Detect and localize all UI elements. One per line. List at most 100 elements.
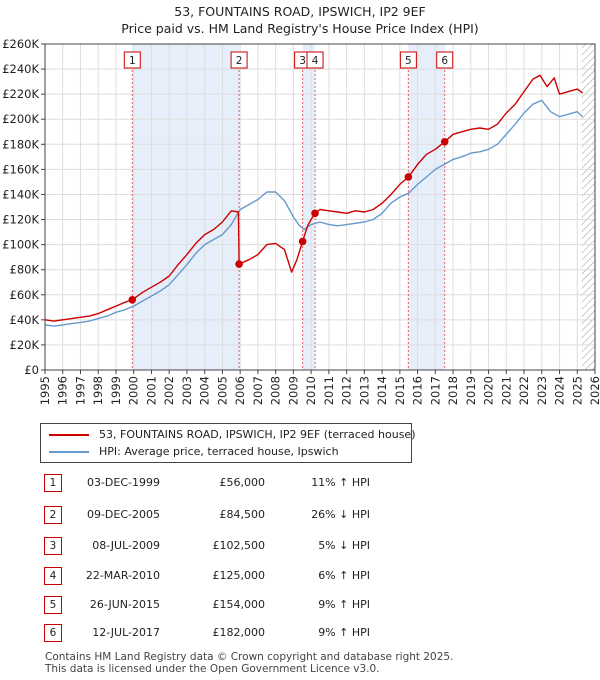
- sale-point: [235, 260, 243, 268]
- x-tick-label: 1999: [109, 376, 123, 405]
- x-tick-label: 1996: [56, 376, 70, 405]
- footer-licence: This data is licensed under the Open Gov…: [45, 663, 380, 675]
- sale-label: 6: [441, 55, 448, 67]
- sale-label-box: [399, 51, 417, 69]
- transaction-price: £154,000: [212, 598, 266, 611]
- transaction-number-badge: 2: [44, 506, 62, 524]
- transaction-price: £102,500: [212, 539, 266, 552]
- y-tick-label: £80K: [10, 263, 40, 277]
- table-row: 2 09-DEC-2005 £84,500 26% ↓ HPI: [0, 506, 600, 528]
- x-tick-label: 2011: [322, 376, 336, 405]
- transaction-date: 12-JUL-2017: [92, 626, 160, 639]
- transaction-hpi-diff: 5% ↓ HPI: [318, 539, 370, 552]
- x-tick-label: 2024: [553, 376, 567, 405]
- table-row: 4 22-MAR-2010 £125,000 6% ↑ HPI: [0, 567, 600, 589]
- sale-label-box: [123, 51, 141, 69]
- x-tick-label: 2023: [535, 376, 549, 405]
- sale-label-box: [230, 51, 248, 69]
- shaded-period: [408, 44, 445, 370]
- legend-swatch-property: [49, 434, 89, 436]
- x-tick-label: 2010: [304, 376, 318, 405]
- transaction-date: 09-DEC-2005: [86, 508, 160, 521]
- y-tick-label: £120K: [2, 213, 39, 227]
- sale-point: [298, 237, 307, 246]
- transaction-date: 08-JUL-2009: [92, 539, 160, 552]
- y-tick-label: £0: [24, 363, 39, 377]
- x-tick-label: 1997: [73, 376, 87, 405]
- transaction-date: 26-JUN-2015: [89, 598, 160, 611]
- y-tick-label: £240K: [2, 62, 39, 76]
- x-tick-label: 2018: [446, 376, 460, 405]
- x-tick-label: 2004: [198, 376, 212, 405]
- x-tick-label: 2006: [233, 376, 247, 405]
- transaction-hpi-diff: 9% ↑ HPI: [318, 626, 370, 639]
- transaction-number-badge: 3: [44, 537, 62, 555]
- x-tick-label: 2009: [286, 376, 300, 405]
- x-tick-label: 2021: [499, 376, 513, 405]
- legend-label-hpi: HPI: Average price, terraced house, Ipsw…: [99, 445, 339, 458]
- shaded-period: [132, 44, 240, 370]
- transaction-price: £125,000: [212, 569, 266, 582]
- table-row: 5 26-JUN-2015 £154,000 9% ↑ HPI: [0, 596, 600, 618]
- chart-title: 53, FOUNTAINS ROAD, IPSWICH, IP2 9EF: [174, 4, 426, 19]
- x-tick-label: 2014: [375, 376, 389, 405]
- sale-point: [128, 295, 137, 304]
- x-tick-label: 2005: [215, 376, 229, 405]
- sale-label: 3: [299, 55, 306, 67]
- transaction-number-badge: 5: [44, 596, 62, 614]
- sale-point: [440, 138, 449, 146]
- table-row: 6 12-JUL-2017 £182,000 9% ↑ HPI: [0, 624, 600, 646]
- x-tick-label: 1998: [91, 376, 105, 405]
- legend: 53, FOUNTAINS ROAD, IPSWICH, IP2 9EF (te…: [40, 423, 416, 463]
- transaction-hpi-diff: 9% ↑ HPI: [318, 598, 370, 611]
- y-tick-label: £40K: [10, 313, 40, 327]
- x-tick-label: 2019: [464, 376, 478, 405]
- x-tick-label: 2002: [162, 376, 176, 405]
- chart-subtitle: Price paid vs. HM Land Registry's House …: [121, 21, 479, 36]
- transaction-date: 22-MAR-2010: [85, 569, 160, 582]
- y-tick-label: £140K: [2, 187, 39, 201]
- x-tick-label: 2001: [144, 376, 158, 405]
- sale-label: 1: [129, 55, 136, 67]
- sale-label: 2: [236, 55, 243, 67]
- transaction-price: £182,000: [212, 626, 266, 639]
- transaction-number-badge: 4: [44, 567, 62, 585]
- legend-label-property: 53, FOUNTAINS ROAD, IPSWICH, IP2 9EF (te…: [99, 428, 416, 441]
- x-tick-label: 2003: [180, 376, 194, 405]
- table-row: 1 03-DEC-1999 £56,000 11% ↑ HPI: [0, 474, 600, 496]
- legend-swatch-hpi: [49, 451, 89, 453]
- x-tick-label: 2017: [428, 376, 442, 405]
- property-series-line: [44, 74, 584, 322]
- transaction-hpi-diff: 26% ↓ HPI: [311, 508, 370, 521]
- x-tick-label: 2015: [393, 376, 407, 405]
- x-tick-label: 2007: [251, 376, 265, 405]
- x-tick-label: 1995: [38, 376, 52, 405]
- sale-point: [311, 209, 319, 218]
- sale-label-box: [306, 51, 324, 69]
- sale-point: [404, 173, 413, 181]
- y-tick-label: £100K: [2, 238, 39, 252]
- transaction-price: £56,000: [219, 476, 266, 489]
- sale-label-box: [436, 51, 454, 69]
- x-tick-label: 2008: [269, 376, 283, 405]
- x-tick-label: 2013: [357, 376, 371, 405]
- x-tick-label: 2000: [127, 376, 141, 405]
- sale-label: 4: [312, 55, 319, 67]
- transaction-price: £84,500: [219, 508, 266, 521]
- table-row: 3 08-JUL-2009 £102,500 5% ↓ HPI: [0, 537, 600, 559]
- sale-label: 5: [405, 55, 412, 67]
- y-tick-label: £20K: [10, 338, 40, 352]
- footer-copyright: Contains HM Land Registry data © Crown c…: [45, 651, 454, 663]
- x-tick-label: 2016: [411, 376, 425, 405]
- y-tick-label: £60K: [10, 288, 40, 302]
- transaction-hpi-diff: 6% ↑ HPI: [318, 569, 370, 582]
- x-tick-label: 2025: [570, 376, 584, 405]
- y-tick-label: £200K: [2, 112, 39, 126]
- x-tick-label: 2022: [517, 376, 531, 405]
- transaction-date: 03-DEC-1999: [86, 476, 160, 489]
- hpi-series-line: [44, 99, 584, 327]
- y-tick-label: £160K: [2, 162, 39, 176]
- y-tick-label: £220K: [2, 87, 39, 101]
- x-tick-label: 2012: [340, 376, 354, 405]
